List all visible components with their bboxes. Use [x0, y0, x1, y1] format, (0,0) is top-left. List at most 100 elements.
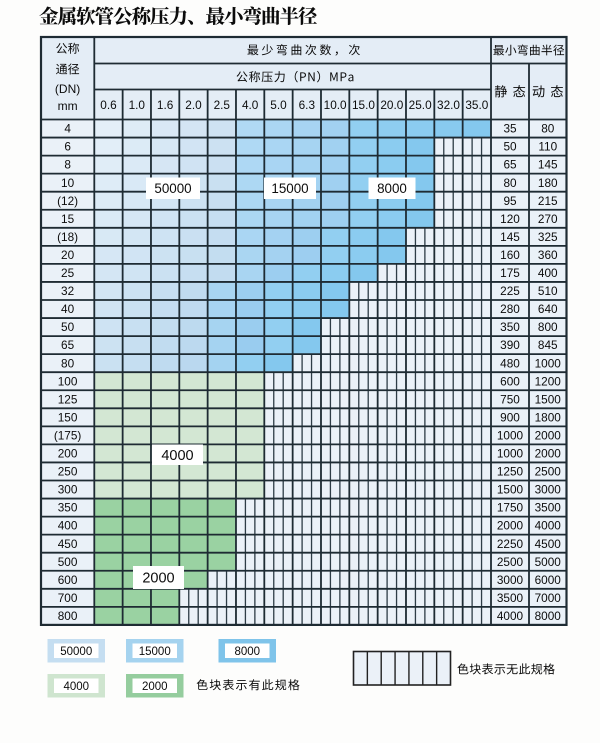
svg-text:15000: 15000 [271, 181, 308, 196]
svg-text:32: 32 [61, 284, 74, 298]
svg-text:15.0: 15.0 [352, 98, 375, 112]
svg-text:3000: 3000 [535, 483, 562, 497]
svg-text:800: 800 [538, 320, 558, 334]
svg-text:25.0: 25.0 [409, 98, 432, 112]
svg-text:175: 175 [500, 266, 520, 280]
svg-text:110: 110 [538, 140, 557, 154]
svg-text:4.0: 4.0 [242, 98, 259, 112]
svg-text:20.0: 20.0 [380, 98, 403, 112]
svg-text:50: 50 [61, 320, 75, 334]
svg-text:1500: 1500 [535, 392, 562, 406]
svg-text:3500: 3500 [535, 501, 562, 515]
svg-text:400: 400 [58, 519, 78, 533]
svg-text:2000: 2000 [142, 571, 174, 587]
svg-text:700: 700 [58, 591, 78, 605]
svg-text:280: 280 [500, 302, 520, 316]
svg-text:800: 800 [58, 609, 78, 623]
svg-text:15: 15 [61, 212, 75, 226]
svg-text:1.6: 1.6 [157, 98, 174, 112]
svg-text:360: 360 [538, 248, 558, 262]
svg-text:4000: 4000 [63, 681, 89, 693]
svg-text:300: 300 [58, 483, 78, 497]
svg-text:1250: 1250 [497, 465, 524, 479]
svg-text:(18): (18) [57, 230, 78, 244]
svg-text:95: 95 [503, 194, 517, 208]
svg-text:600: 600 [500, 374, 520, 388]
svg-text:15000: 15000 [139, 646, 171, 658]
svg-text:450: 450 [58, 537, 78, 551]
svg-text:8000: 8000 [234, 646, 260, 658]
svg-text:2.0: 2.0 [185, 98, 202, 112]
svg-text:3000: 3000 [497, 573, 524, 587]
svg-text:3500: 3500 [497, 591, 524, 605]
svg-text:160: 160 [500, 248, 520, 262]
svg-text:4: 4 [64, 122, 71, 136]
svg-text:7000: 7000 [535, 591, 562, 605]
svg-text:50000: 50000 [154, 181, 191, 196]
svg-text:180: 180 [538, 176, 558, 190]
svg-text:40: 40 [61, 302, 75, 316]
svg-text:510: 510 [538, 284, 558, 298]
svg-text:35.0: 35.0 [465, 98, 488, 112]
svg-text:4000: 4000 [535, 519, 562, 533]
svg-text:5000: 5000 [535, 555, 562, 569]
svg-text:1.0: 1.0 [129, 98, 146, 112]
svg-text:1000: 1000 [535, 356, 562, 370]
svg-text:4000: 4000 [161, 448, 193, 464]
svg-text:32.0: 32.0 [437, 98, 460, 112]
svg-text:100: 100 [58, 374, 78, 388]
svg-text:4500: 4500 [535, 537, 562, 551]
svg-text:120: 120 [500, 212, 520, 226]
svg-text:2500: 2500 [497, 555, 524, 569]
svg-text:50000: 50000 [60, 646, 92, 658]
svg-text:215: 215 [538, 194, 558, 208]
svg-text:125: 125 [58, 392, 78, 406]
svg-text:480: 480 [500, 356, 520, 370]
svg-text:10.0: 10.0 [324, 98, 347, 112]
svg-text:750: 750 [500, 392, 520, 406]
svg-text:845: 845 [538, 338, 558, 352]
svg-text:65: 65 [503, 158, 517, 172]
svg-text:145: 145 [500, 230, 520, 244]
svg-text:900: 900 [500, 410, 520, 424]
svg-text:4000: 4000 [497, 609, 524, 623]
svg-text:mm: mm [58, 99, 78, 113]
svg-text:200: 200 [58, 447, 78, 461]
svg-text:20: 20 [61, 248, 75, 262]
svg-text:1200: 1200 [535, 374, 562, 388]
svg-text:350: 350 [58, 501, 78, 515]
svg-text:1000: 1000 [497, 447, 524, 461]
svg-text:150: 150 [58, 410, 78, 424]
svg-text:80: 80 [541, 122, 555, 136]
svg-text:2000: 2000 [535, 428, 562, 442]
svg-text:325: 325 [538, 230, 558, 244]
svg-text:225: 225 [500, 284, 520, 298]
svg-text:270: 270 [538, 212, 558, 226]
svg-text:6.3: 6.3 [299, 98, 316, 112]
svg-text:80: 80 [61, 356, 75, 370]
svg-text:1500: 1500 [497, 483, 524, 497]
svg-text:65: 65 [61, 338, 75, 352]
svg-text:2000: 2000 [497, 519, 524, 533]
svg-text:(12): (12) [57, 194, 78, 208]
svg-text:6: 6 [64, 140, 71, 154]
svg-text:8000: 8000 [377, 181, 407, 196]
svg-text:500: 500 [58, 555, 78, 569]
svg-text:25: 25 [61, 266, 75, 280]
svg-text:6000: 6000 [535, 573, 562, 587]
svg-text:1750: 1750 [497, 501, 524, 515]
svg-text:8000: 8000 [535, 609, 562, 623]
svg-text:5.0: 5.0 [270, 98, 287, 112]
svg-text:(DN): (DN) [55, 82, 80, 96]
svg-text:145: 145 [538, 158, 558, 172]
svg-text:1000: 1000 [497, 428, 524, 442]
svg-text:400: 400 [538, 266, 558, 280]
svg-text:640: 640 [538, 302, 558, 316]
svg-text:10: 10 [61, 176, 75, 190]
svg-text:(175): (175) [54, 428, 82, 442]
svg-text:50: 50 [503, 140, 517, 154]
svg-text:600: 600 [58, 573, 78, 587]
svg-text:2500: 2500 [535, 465, 562, 479]
svg-text:390: 390 [500, 338, 520, 352]
svg-text:1800: 1800 [535, 410, 562, 424]
